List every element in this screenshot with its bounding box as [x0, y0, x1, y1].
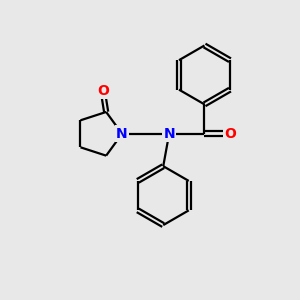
Text: O: O	[97, 84, 109, 98]
Text: O: O	[224, 127, 236, 141]
Text: N: N	[116, 127, 128, 141]
Text: N: N	[163, 127, 175, 141]
